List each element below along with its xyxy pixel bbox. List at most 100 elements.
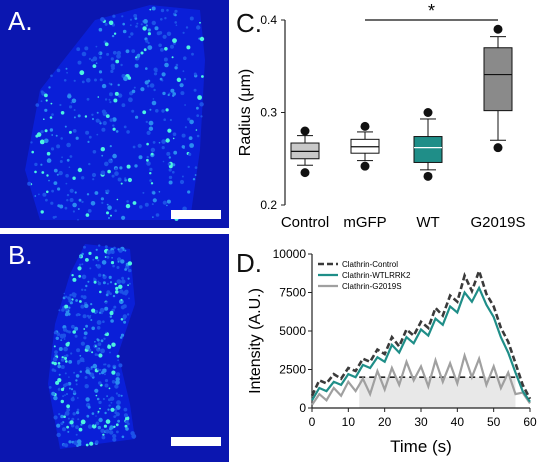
box-plot-chart: 0.2 0.3 0.4 Radius (μm) Control mGFP WT G2019S * — [237, 1, 526, 231]
fluorescent-spot — [110, 83, 113, 86]
fluorescent-spot — [104, 42, 109, 47]
fluorescent-spot — [116, 354, 120, 358]
fluorescent-spot — [85, 344, 91, 350]
fluorescent-spot — [64, 394, 66, 396]
fluorescent-spot — [120, 333, 125, 337]
outlier-point — [423, 108, 433, 117]
fluorescent-spot — [27, 181, 32, 186]
fluorescent-spot — [174, 13, 177, 17]
fluorescent-spot — [158, 31, 163, 35]
fluorescent-spot — [44, 93, 48, 98]
fluorescent-spot — [171, 56, 174, 59]
fluorescent-spot — [101, 154, 104, 157]
fluorescent-spot — [187, 165, 190, 169]
fluorescent-spot — [98, 347, 101, 350]
fluorescent-spot — [116, 279, 122, 284]
fluorescent-spot — [119, 336, 123, 339]
fluorescent-spot — [63, 292, 66, 295]
fluorescent-spot — [102, 368, 107, 373]
fluorescent-spot — [96, 397, 100, 401]
fluorescent-spot — [117, 260, 120, 263]
fluorescent-spot — [109, 101, 112, 104]
fluorescent-spot — [53, 369, 57, 372]
fluorescent-spot — [92, 258, 95, 261]
fluorescent-spot — [102, 281, 106, 285]
fluorescent-spot — [101, 260, 107, 265]
fluorescent-spot — [152, 216, 154, 218]
fluorescent-spot — [124, 177, 127, 180]
fluorescent-spot — [86, 78, 91, 83]
fluorescent-spot — [67, 312, 71, 316]
fluorescent-spot — [122, 316, 126, 320]
fluorescent-spot — [121, 276, 124, 280]
fluorescent-spot — [85, 213, 90, 217]
fluorescent-spot — [108, 158, 113, 164]
fluorescent-spot — [113, 415, 117, 418]
fluorescent-spot — [127, 261, 133, 266]
fluorescent-spot — [71, 98, 77, 104]
fluorescent-spot — [72, 390, 76, 394]
fluorescent-spot — [97, 280, 100, 283]
fluorescent-spot — [142, 110, 147, 115]
fluorescent-spot — [115, 130, 119, 133]
fluorescent-spot — [175, 63, 179, 67]
fluorescent-spot — [124, 178, 127, 182]
fluorescent-spot — [82, 314, 87, 319]
fluorescent-spot — [147, 32, 151, 36]
fluorescent-spot — [76, 397, 79, 399]
fluorescent-spot — [64, 304, 69, 309]
fluorescent-spot — [104, 98, 108, 101]
fluorescent-spot — [76, 439, 82, 444]
fluorescent-spot — [187, 190, 191, 194]
fluorescent-spot — [199, 36, 205, 42]
fluorescent-spot — [110, 63, 116, 68]
fluorescent-spot — [49, 116, 53, 119]
fluorescent-spot — [97, 410, 100, 413]
fluorescent-spot — [71, 424, 75, 428]
fluorescent-spot — [165, 108, 169, 112]
fluorescent-spot — [74, 334, 78, 338]
fluorescent-spot — [93, 277, 95, 280]
fluorescent-spot — [111, 34, 115, 38]
panel-d-label: D. — [236, 248, 262, 278]
fluorescent-spot — [39, 139, 45, 145]
fluorescent-spot — [31, 150, 34, 154]
fluorescent-spot — [38, 193, 40, 196]
fluorescent-spot — [91, 172, 97, 178]
fluorescent-spot — [89, 267, 92, 270]
fluorescent-spot — [149, 179, 152, 182]
fluorescent-spot — [162, 160, 165, 163]
fluorescent-spot — [69, 420, 74, 425]
fluorescent-spot — [114, 384, 119, 389]
fluorescent-spot — [55, 336, 59, 340]
fluorescent-spot — [110, 250, 115, 254]
fluorescent-spot — [99, 307, 105, 313]
fluorescent-spot — [57, 388, 61, 391]
box-g2019s — [483, 24, 513, 153]
fluorescent-spot — [143, 19, 148, 24]
fluorescent-spot — [81, 200, 84, 204]
fluorescent-spot — [56, 332, 61, 336]
fluorescent-spot — [196, 114, 200, 117]
fluorescent-spot — [93, 278, 97, 282]
fluorescent-spot — [87, 424, 93, 429]
y-axis-label: Intensity (A.U.) — [247, 288, 264, 394]
fluorescent-spot — [106, 395, 108, 397]
x-tick-label: 30 — [414, 415, 428, 429]
fluorescent-spot — [166, 204, 168, 207]
fluorescent-spot — [174, 66, 178, 70]
fluorescent-spot — [62, 333, 67, 338]
fluorescent-spot — [60, 365, 65, 369]
fluorescent-spot — [50, 74, 53, 78]
fluorescent-spot — [58, 170, 63, 176]
fluorescent-spot — [67, 296, 71, 300]
fluorescent-spot — [194, 166, 198, 169]
fluorescent-spot — [116, 400, 121, 405]
fluorescent-spot — [84, 46, 89, 51]
panel-b-micrograph — [0, 234, 229, 462]
fluorescent-spot — [168, 168, 172, 172]
y-tick-label: 7500 — [279, 286, 306, 300]
fluorescent-spot — [53, 181, 58, 186]
fluorescent-spot — [149, 167, 153, 171]
fluorescent-spot — [81, 80, 85, 84]
